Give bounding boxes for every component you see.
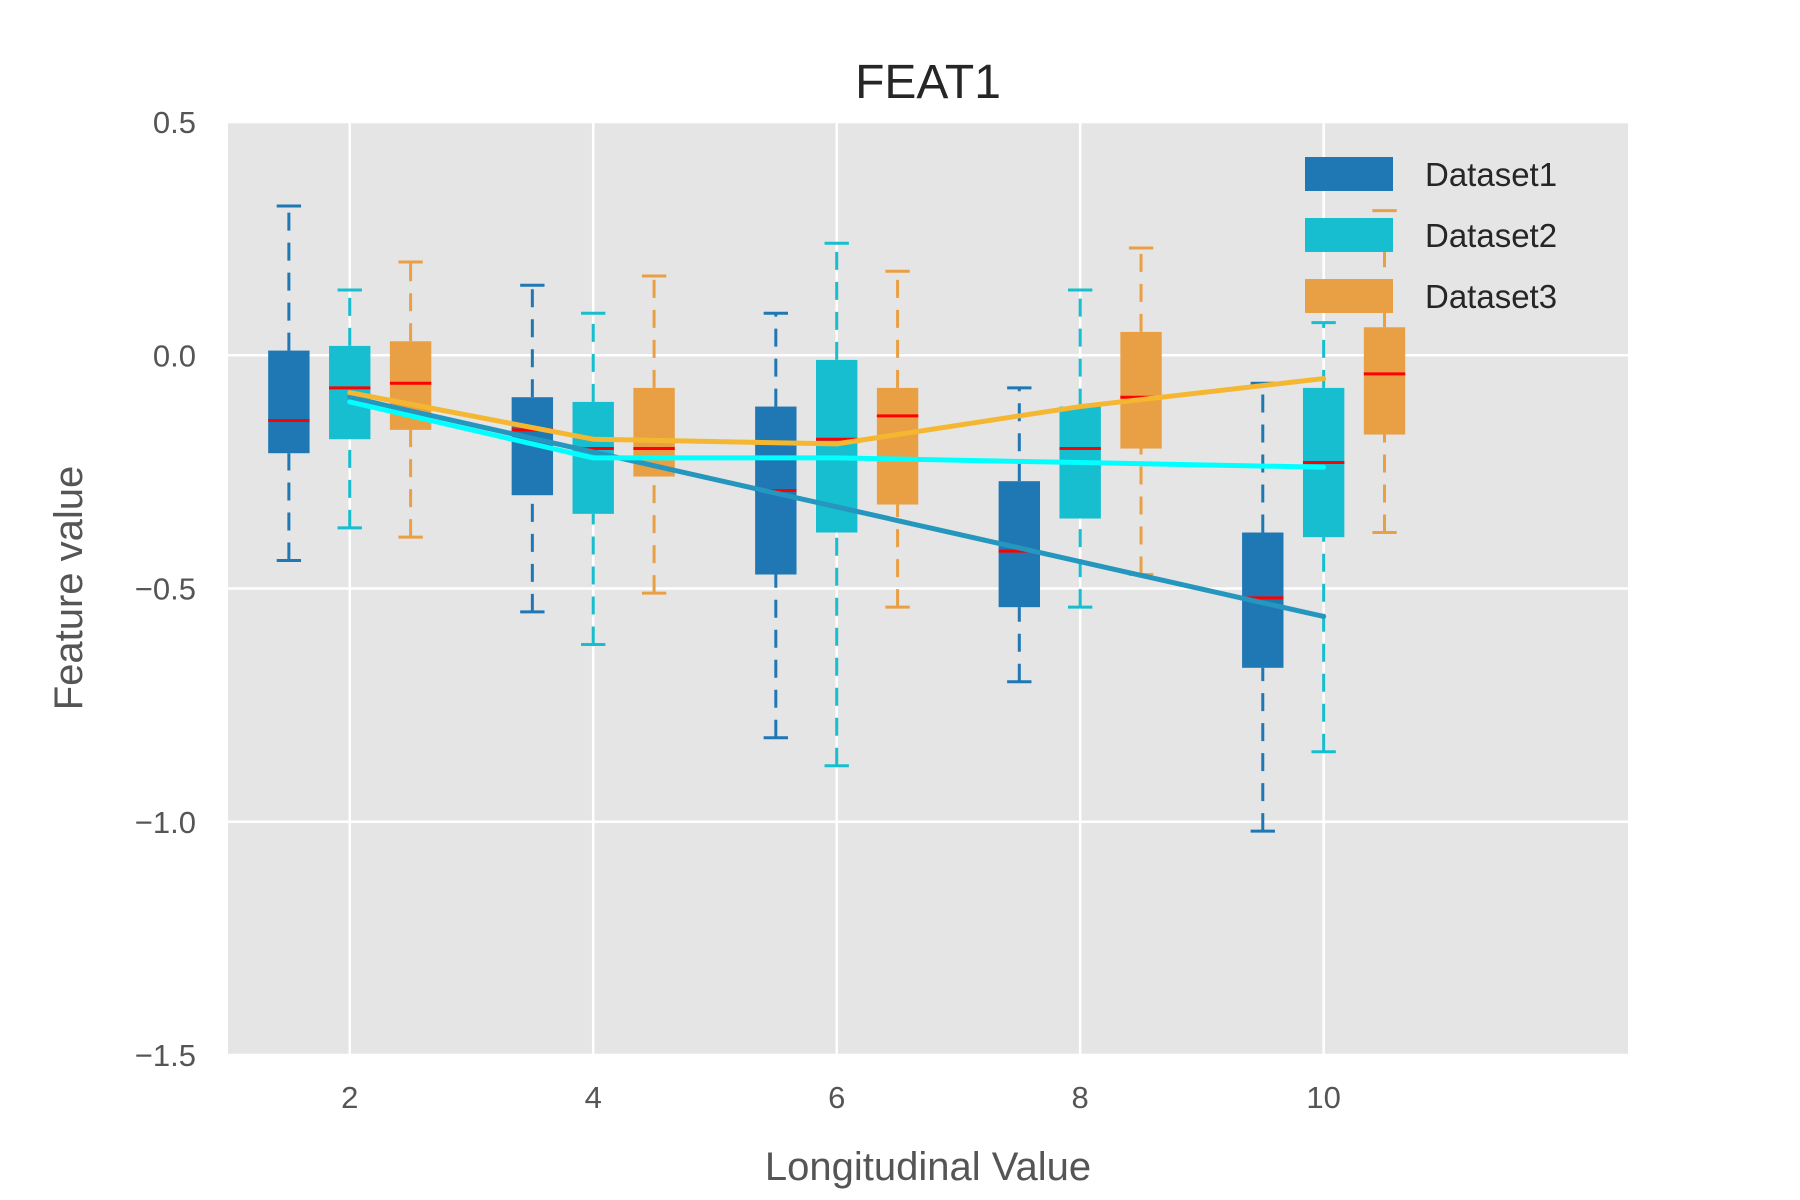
- legend-label-dataset1: Dataset1: [1425, 156, 1557, 193]
- x-axis-label: Longitudinal Value: [765, 1145, 1091, 1189]
- trend-lines-layer: [347, 376, 1327, 619]
- legend-swatch-dataset2: [1305, 218, 1393, 252]
- x-tick-label: 6: [828, 1080, 845, 1115]
- y-tick-label: −1.5: [135, 1038, 196, 1073]
- y-axis-label: Feature value: [47, 466, 91, 711]
- trend-line-dataset2: [347, 399, 1327, 470]
- legend-label-dataset2: Dataset2: [1425, 217, 1557, 254]
- x-tick-label: 2: [341, 1080, 358, 1115]
- trend-line-dataset1: [347, 394, 1327, 619]
- axis-ticks-layer: 2 4 6 8 10 0.5 0.0 −0.5 −1.0 −1.5: [135, 105, 1341, 1115]
- trend-line-dataset3: [347, 376, 1327, 447]
- y-tick-label: −0.5: [135, 572, 196, 607]
- x-tick-label: 10: [1306, 1080, 1340, 1115]
- y-tick-label: 0.5: [153, 105, 196, 140]
- box-series-layer: [268, 204, 1406, 833]
- chart-title: FEAT1: [855, 56, 1001, 109]
- y-tick-label: −1.0: [135, 805, 196, 840]
- box-body: [1363, 327, 1406, 435]
- legend-swatch-dataset3: [1305, 279, 1393, 313]
- box-body: [268, 350, 310, 454]
- legend: Dataset1 Dataset2 Dataset3: [1305, 156, 1557, 315]
- legend-label-dataset3: Dataset3: [1425, 278, 1557, 315]
- box-body: [1120, 331, 1162, 449]
- y-tick-label: 0.0: [153, 338, 196, 373]
- legend-swatch-dataset1: [1305, 157, 1393, 191]
- box-body: [876, 387, 919, 505]
- x-tick-label: 8: [1072, 1080, 1089, 1115]
- x-tick-label: 4: [585, 1080, 602, 1115]
